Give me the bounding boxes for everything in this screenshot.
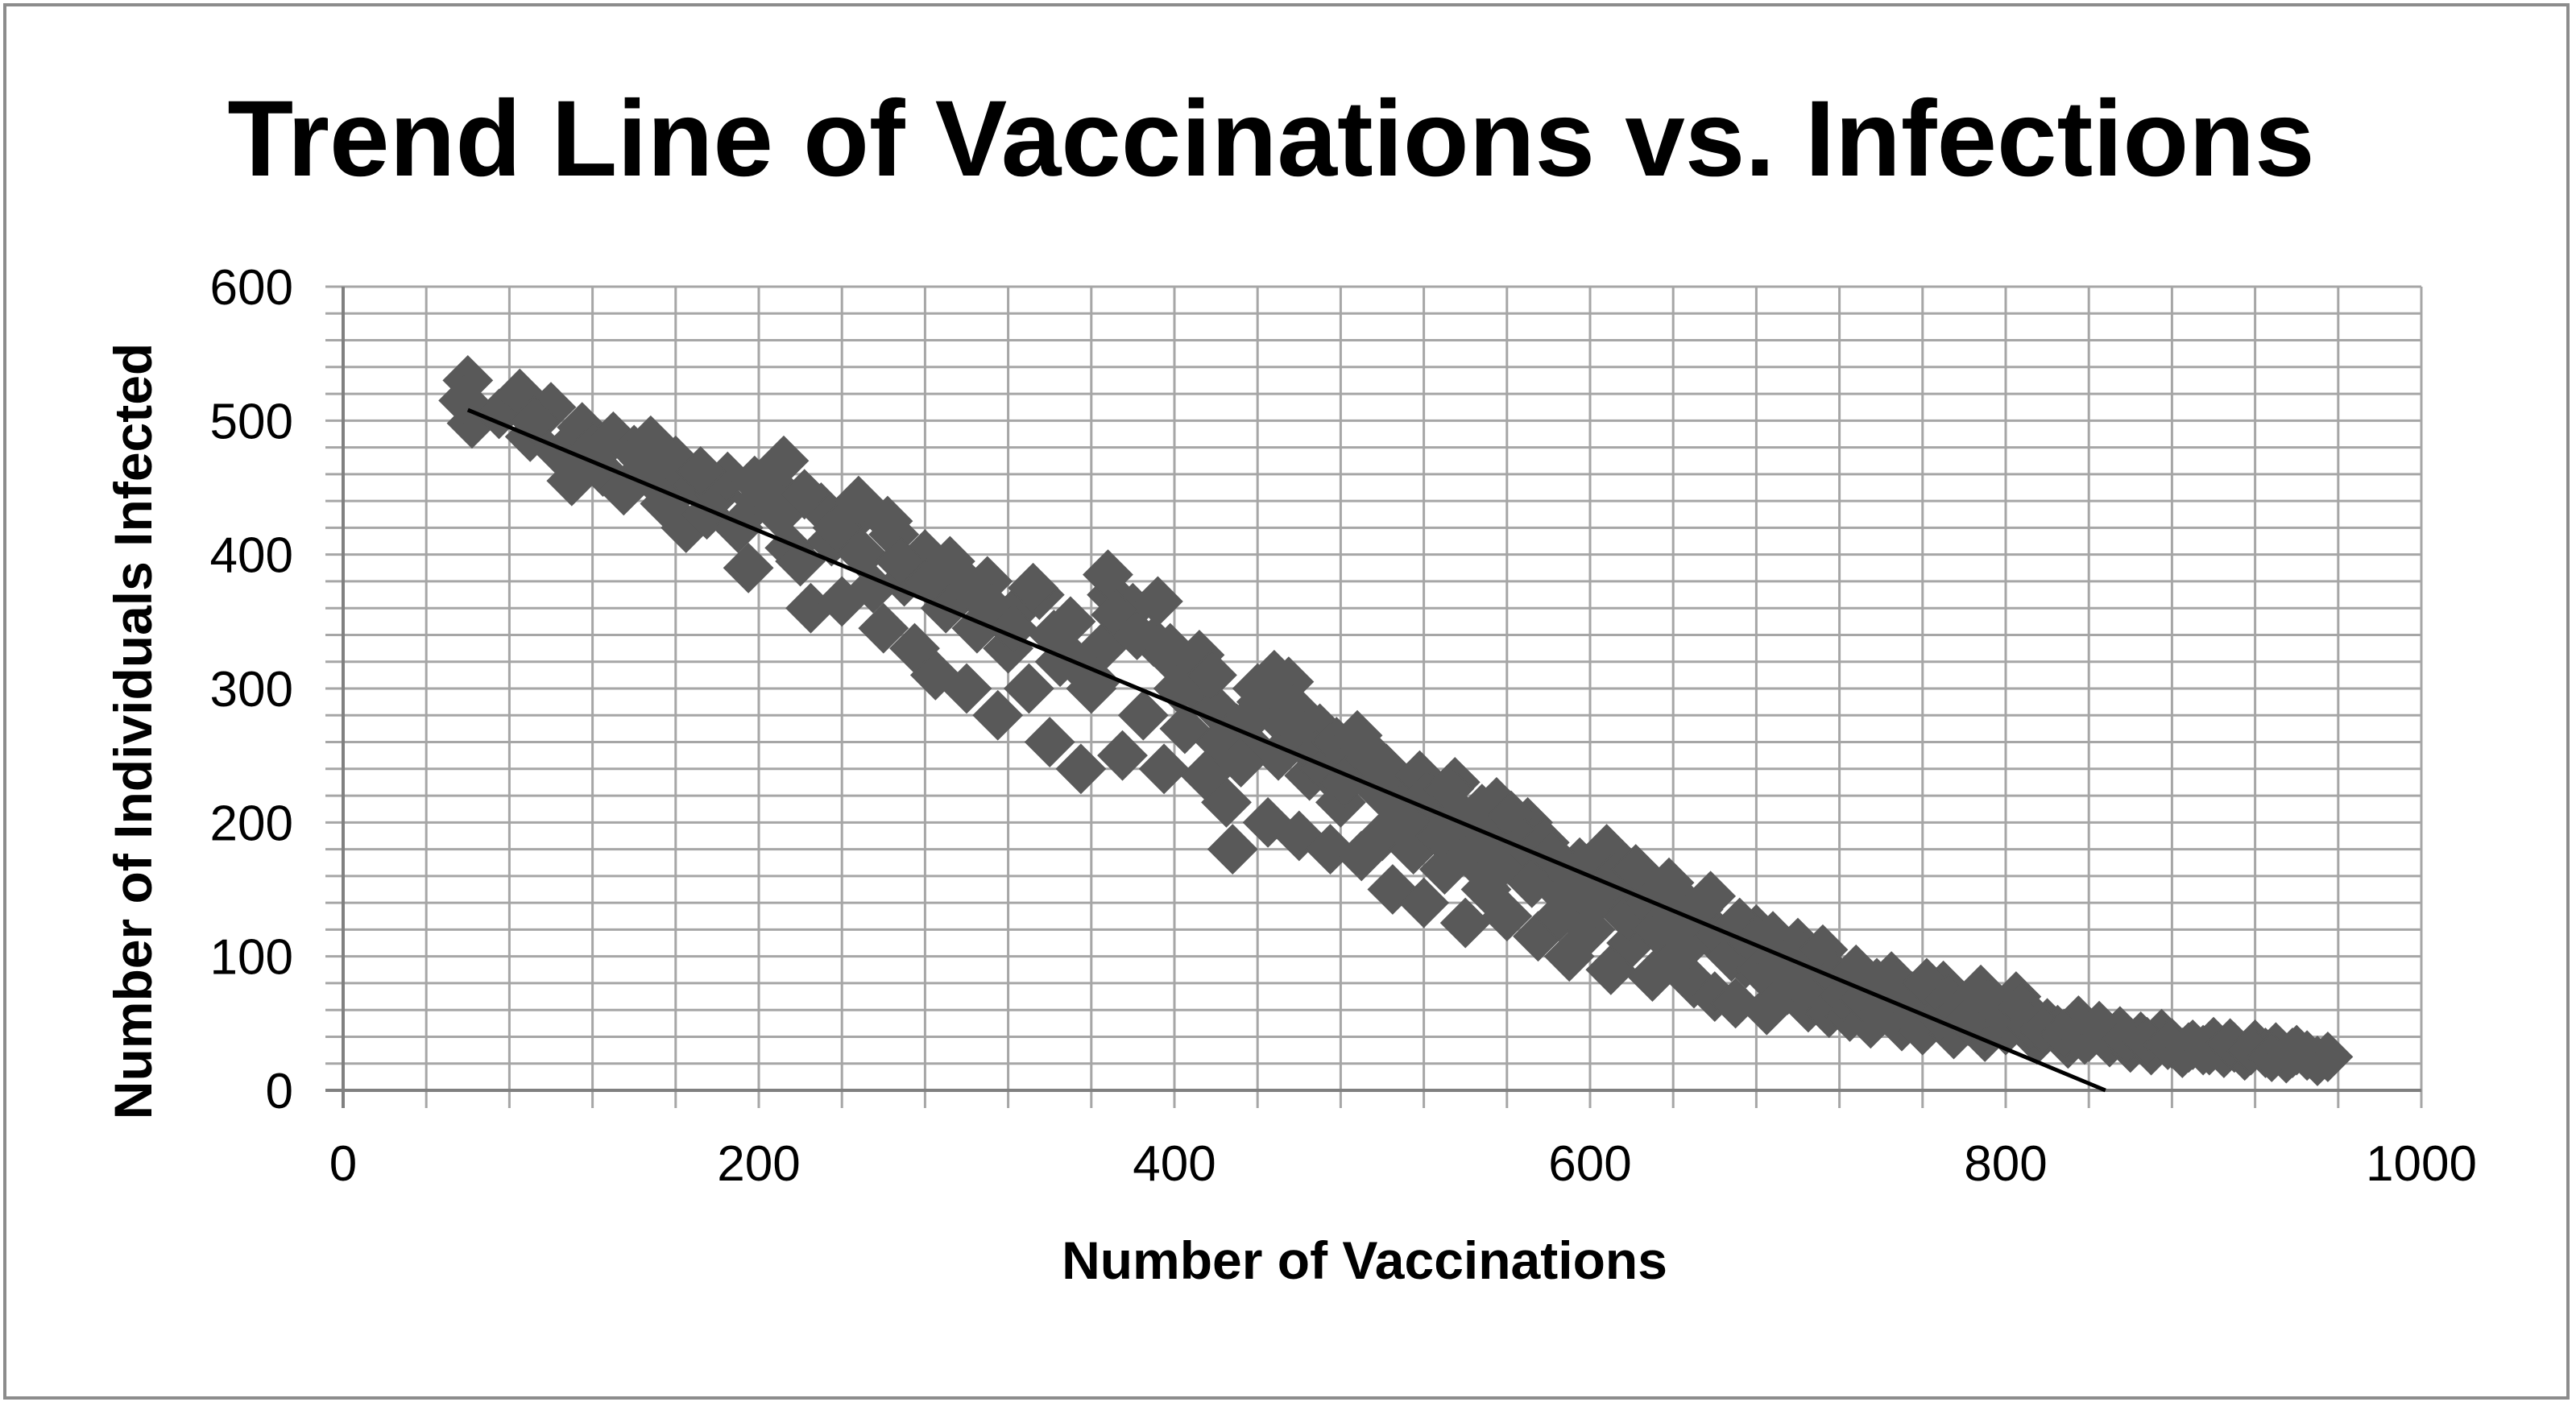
data-point-diamond <box>1117 689 1169 741</box>
data-point-diamond <box>1481 891 1533 942</box>
chart-frame: Trend Line of Vaccinations vs. Infection… <box>3 3 2570 1400</box>
data-point-diamond <box>1024 717 1075 767</box>
data-point-diamond <box>862 495 913 547</box>
data-point-diamond <box>1097 730 1148 781</box>
data-points <box>438 355 2354 1086</box>
scatter-chart: Trend Line of Vaccinations vs. Infection… <box>103 79 2477 1290</box>
y-tick-label: 400 <box>210 528 293 584</box>
data-point-diamond <box>625 415 677 466</box>
data-point-diamond <box>675 446 727 497</box>
data-point-diamond <box>723 542 774 593</box>
data-point-diamond <box>1242 796 1294 848</box>
axes <box>325 287 2421 1108</box>
x-tick-labels: 0 200 400 600 800 1000 <box>329 1136 2477 1192</box>
x-tick-label: 0 <box>329 1136 357 1192</box>
data-point-diamond <box>972 689 1024 741</box>
data-point-diamond <box>1138 743 1190 795</box>
trend-line <box>466 407 2106 1093</box>
trend-line-group <box>466 407 2106 1093</box>
data-point-diamond <box>1055 743 1107 795</box>
x-tick-label: 800 <box>1964 1136 2047 1192</box>
data-point-diamond <box>1187 649 1237 701</box>
x-tick-label: 600 <box>1548 1136 1631 1192</box>
data-point-diamond <box>438 374 490 426</box>
data-point-diamond <box>1381 804 1433 855</box>
data-point-diamond <box>758 435 810 486</box>
data-point-diamond <box>858 602 909 654</box>
data-point-diamond <box>1070 656 1121 708</box>
y-tick-label: 200 <box>210 796 293 851</box>
data-point-diamond <box>1216 737 1266 788</box>
y-tick-label: 0 <box>266 1064 293 1119</box>
chart-title: Trend Line of Vaccinations vs. Infection… <box>227 79 2314 199</box>
gridlines <box>325 285 2423 1108</box>
y-tick-label: 500 <box>210 394 293 449</box>
x-tick-label: 400 <box>1133 1136 1216 1192</box>
data-point-diamond <box>779 469 830 520</box>
data-point-diamond <box>1207 824 1258 875</box>
y-axis-label: Number of Individuals Infected <box>103 343 163 1119</box>
data-point-diamond <box>941 663 992 714</box>
y-tick-label: 300 <box>210 662 293 717</box>
x-tick-label: 1000 <box>2366 1136 2477 1192</box>
data-point-diamond <box>1439 897 1491 949</box>
data-point-diamond <box>2267 1028 2318 1078</box>
data-point-diamond <box>1008 562 1058 614</box>
y-tick-label: 600 <box>210 260 293 316</box>
data-point-diamond <box>1249 649 1300 701</box>
data-point-diamond <box>1201 776 1252 828</box>
x-axis-label: Number of Vaccinations <box>1062 1230 1667 1290</box>
data-point-diamond <box>1003 663 1054 714</box>
y-tick-label: 100 <box>210 930 293 986</box>
y-tick-labels: 0 100 200 300 400 500 600 <box>210 260 293 1119</box>
data-point-diamond <box>1132 576 1183 627</box>
x-tick-label: 200 <box>717 1136 800 1192</box>
data-point-diamond <box>1398 877 1450 928</box>
